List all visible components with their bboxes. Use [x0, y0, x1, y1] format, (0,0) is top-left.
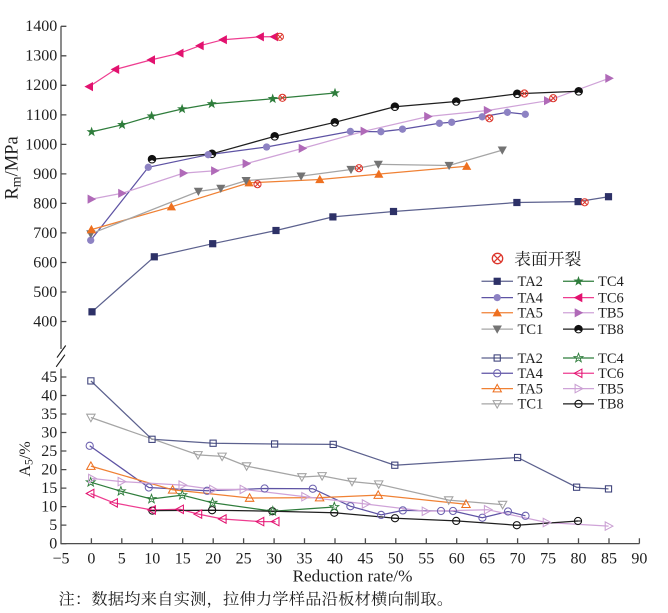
svg-text:65: 65 — [479, 551, 495, 568]
svg-text:TA2: TA2 — [518, 274, 543, 290]
svg-text:80: 80 — [571, 551, 587, 568]
svg-text:600: 600 — [33, 254, 57, 271]
svg-text:60: 60 — [449, 551, 465, 568]
svg-text:TB5: TB5 — [598, 306, 624, 322]
svg-text:500: 500 — [33, 284, 57, 301]
svg-text:TC4: TC4 — [598, 274, 625, 290]
svg-text:TC1: TC1 — [518, 322, 544, 338]
svg-text:45: 45 — [357, 551, 373, 568]
svg-text:75: 75 — [540, 551, 556, 568]
svg-text:Reduction rate/%: Reduction rate/% — [293, 567, 413, 586]
svg-text:TA4: TA4 — [518, 366, 544, 382]
svg-text:TB8: TB8 — [598, 322, 624, 338]
svg-text:35: 35 — [297, 551, 313, 568]
svg-text:0: 0 — [87, 551, 95, 568]
svg-text:35: 35 — [41, 406, 57, 423]
svg-text:TB5: TB5 — [598, 381, 624, 397]
svg-text:30: 30 — [266, 551, 282, 568]
svg-text:800: 800 — [33, 195, 57, 212]
svg-text:TA5: TA5 — [518, 306, 543, 322]
svg-text:1100: 1100 — [26, 107, 57, 124]
svg-text:TC6: TC6 — [598, 290, 624, 306]
svg-text:90: 90 — [631, 551, 647, 568]
svg-text:10: 10 — [144, 551, 160, 568]
svg-text:1200: 1200 — [25, 77, 57, 94]
svg-text:30: 30 — [41, 424, 57, 441]
svg-text:TA4: TA4 — [518, 290, 544, 306]
svg-text:TC6: TC6 — [598, 366, 624, 382]
svg-text:40: 40 — [327, 551, 343, 568]
svg-text:0: 0 — [49, 536, 57, 553]
svg-text:5: 5 — [49, 517, 57, 534]
svg-text:TC4: TC4 — [598, 351, 625, 367]
svg-text:1400: 1400 — [25, 18, 57, 35]
svg-text:15: 15 — [41, 480, 57, 497]
svg-text:1000: 1000 — [25, 136, 57, 153]
svg-text:1300: 1300 — [25, 48, 57, 65]
svg-text:TA5: TA5 — [518, 381, 543, 397]
svg-text:TA2: TA2 — [518, 351, 543, 367]
svg-text:55: 55 — [418, 551, 434, 568]
svg-text:85: 85 — [601, 551, 617, 568]
svg-text:700: 700 — [33, 225, 57, 242]
svg-text:50: 50 — [388, 551, 404, 568]
svg-text:5: 5 — [118, 551, 126, 568]
svg-text:15: 15 — [175, 551, 191, 568]
svg-text:20: 20 — [41, 462, 57, 479]
svg-text:−5: −5 — [52, 551, 69, 568]
svg-text:10: 10 — [41, 499, 57, 516]
svg-text:400: 400 — [33, 313, 57, 330]
svg-text:40: 40 — [41, 387, 57, 404]
svg-text:A5/%: A5/% — [17, 441, 36, 476]
svg-text:25: 25 — [236, 551, 252, 568]
svg-text:20: 20 — [205, 551, 221, 568]
svg-text:70: 70 — [510, 551, 526, 568]
svg-text:25: 25 — [41, 443, 57, 460]
svg-text:TB8: TB8 — [598, 397, 624, 413]
svg-text:Rm/MPa: Rm/MPa — [3, 136, 25, 199]
svg-text:TC1: TC1 — [518, 397, 544, 413]
svg-text:900: 900 — [33, 166, 57, 183]
svg-text:45: 45 — [41, 369, 57, 386]
